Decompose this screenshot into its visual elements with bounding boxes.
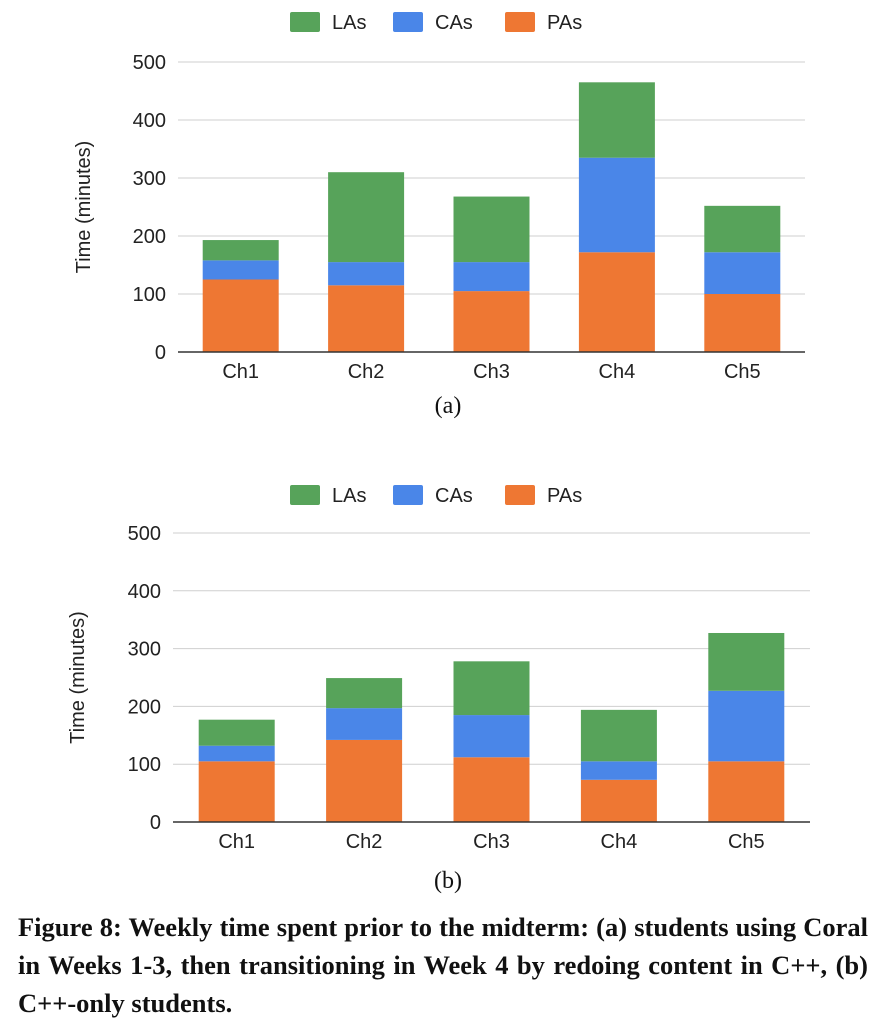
x-tick-label: Ch3 <box>473 831 510 853</box>
bar-las-ch1 <box>202 240 279 261</box>
chart-svg: 0 100 200 300 400 500 Ch1 Ch2 Ch3 Ch4 Ch5 Time (min… <box>67 485 810 894</box>
x-tick-label: Ch4 <box>601 831 638 853</box>
bar-pas-ch4 <box>578 252 655 352</box>
bar-cas-ch3 <box>453 262 530 292</box>
legend-label-cas: CAs <box>435 12 473 34</box>
x-tick-label: Ch1 <box>222 361 259 383</box>
x-tick-label: Ch1 <box>218 831 255 853</box>
legend-label-pas: PAs <box>547 485 582 507</box>
legend-label-las: LAs <box>332 485 366 507</box>
bar-las-ch3 <box>453 196 530 263</box>
bar-las-ch5 <box>704 205 781 253</box>
x-tick-label: Ch4 <box>599 361 636 383</box>
legend-label-cas: CAs <box>435 485 473 507</box>
legend-swatch-pas <box>505 485 535 505</box>
y-tick-label: 100 <box>128 754 161 776</box>
bar-pas-ch5 <box>708 761 785 822</box>
bar-las-ch4 <box>578 82 655 158</box>
y-tick-label: 200 <box>133 226 166 248</box>
bar-cas-ch4 <box>580 761 657 780</box>
y-tick-label: 300 <box>128 639 161 661</box>
legend-swatch-las <box>290 485 320 505</box>
legend-swatch-pas <box>505 12 535 32</box>
y-tick-label: 0 <box>150 812 161 834</box>
bar-cas-ch5 <box>704 252 781 294</box>
figure-caption: Figure 8: Weekly time spent prior to the… <box>18 912 868 1018</box>
bar-pas-ch2 <box>326 739 403 822</box>
y-tick-label: 400 <box>128 581 161 603</box>
chart-b: 0 100 200 300 400 500 Ch1 Ch2 Ch3 Ch4 Ch5 Time (min… <box>0 470 896 910</box>
y-tick-label: 100 <box>133 284 166 306</box>
bar-cas-ch4 <box>578 157 655 253</box>
bar-pas-ch1 <box>202 279 279 352</box>
legend-swatch-cas <box>393 485 423 505</box>
legend-swatch-cas <box>393 12 423 32</box>
bar-cas-ch1 <box>198 745 275 762</box>
x-tick-label: Ch5 <box>728 831 765 853</box>
bar-pas-ch3 <box>453 757 530 822</box>
bar-pas-ch2 <box>328 285 405 352</box>
bar-cas-ch3 <box>453 715 530 758</box>
bar-las-ch4 <box>580 709 657 762</box>
bar-las-ch3 <box>453 661 530 716</box>
bar-las-ch2 <box>326 678 403 709</box>
chart-a: 0 100 200 300 400 500 Ch1 Ch2 Ch3 Ch4 Ch5 Time (min… <box>0 0 896 440</box>
y-axis-label: Time (minutes) <box>73 141 95 274</box>
y-tick-label: 500 <box>128 523 161 545</box>
legend-label-pas: PAs <box>547 12 582 34</box>
y-tick-label: 300 <box>133 168 166 190</box>
bar-cas-ch2 <box>328 262 405 286</box>
bar-cas-ch2 <box>326 708 403 740</box>
bar-pas-ch3 <box>453 291 530 352</box>
chart-svg: 0 100 200 300 400 500 Ch1 Ch2 Ch3 Ch4 Ch5 Time (min… <box>73 12 805 419</box>
legend-swatch-las <box>290 12 320 32</box>
legend-label-las: LAs <box>332 12 366 34</box>
x-tick-label: Ch5 <box>724 361 761 383</box>
y-axis-label: Time (minutes) <box>67 611 89 744</box>
bar-las-ch1 <box>198 719 275 746</box>
chart-sublabel: (b) <box>434 868 462 894</box>
y-tick-label: 200 <box>128 696 161 718</box>
y-tick-label: 400 <box>133 110 166 132</box>
x-tick-label: Ch3 <box>473 361 510 383</box>
bar-cas-ch1 <box>202 260 279 280</box>
bar-las-ch5 <box>708 632 785 691</box>
x-tick-label: Ch2 <box>346 831 383 853</box>
bar-cas-ch5 <box>708 690 785 762</box>
x-tick-label: Ch2 <box>348 361 385 383</box>
bar-pas-ch1 <box>198 761 275 822</box>
bar-pas-ch5 <box>704 294 781 352</box>
bar-pas-ch4 <box>580 779 657 822</box>
y-tick-label: 500 <box>133 52 166 74</box>
bar-las-ch2 <box>328 172 405 263</box>
chart-sublabel: (a) <box>435 393 462 419</box>
y-tick-label: 0 <box>155 342 166 364</box>
